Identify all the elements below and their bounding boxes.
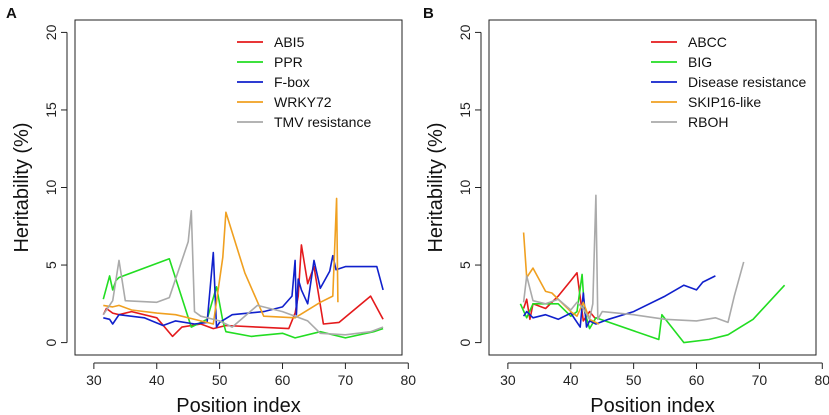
x-tick-label: 60 (275, 372, 291, 388)
x-tick-label: 70 (338, 372, 354, 388)
x-tick-label: 30 (86, 372, 102, 388)
x-tick-label: 40 (563, 372, 579, 388)
legend-label: PPR (274, 54, 303, 70)
legend-label: BIG (688, 54, 712, 70)
legend-label: ABCC (688, 34, 727, 50)
y-axis-title: Heritability (%) (11, 122, 33, 252)
panel-label: A (6, 5, 17, 22)
chart-panel-B: B 30 40 50 60 70 80 0 5 10 15 20 Position index Herit… (423, 5, 829, 415)
legend-label: WRKY72 (274, 94, 332, 110)
y-tick-label: 15 (457, 102, 473, 118)
legend-label: ABI5 (274, 34, 305, 50)
y-tick-label: 15 (43, 102, 59, 118)
series-line-disease-resistance (522, 275, 716, 328)
y-tick-label: 5 (43, 261, 59, 269)
x-axis-title: Position index (590, 395, 715, 415)
series-line-f-box (103, 251, 384, 328)
legend-label: SKIP16-like (688, 94, 761, 110)
legend-label: Disease resistance (688, 74, 806, 90)
y-tick-label: 10 (457, 180, 473, 196)
legend-label: RBOH (688, 114, 728, 130)
y-axis-title: Heritability (%) (425, 122, 447, 252)
x-tick-label: 70 (752, 372, 768, 388)
series-line-skip16-like (522, 232, 600, 325)
panel-label: B (423, 5, 434, 22)
x-tick-label: 80 (400, 372, 416, 388)
y-tick-label: 10 (43, 180, 59, 196)
series-line-big (519, 273, 786, 344)
chart-panel-A: A 30 40 50 60 70 80 0 5 10 15 20 Position index Herit… (6, 5, 416, 415)
y-tick-label: 20 (457, 24, 473, 40)
y-tick-label: 0 (43, 338, 59, 346)
x-tick-label: 50 (212, 372, 228, 388)
series-line-wrky72 (103, 197, 339, 325)
legend-label: TMV resistance (274, 114, 371, 130)
y-tick-label: 5 (457, 261, 473, 269)
legend: ABI5 PPR F-box WRKY72 TMV resistance (237, 34, 371, 130)
series-line-tmv-resistance (102, 210, 384, 336)
x-tick-label: 60 (689, 372, 705, 388)
series-line-abi5 (102, 244, 384, 338)
legend: ABCC BIG Disease resistance SKIP16-like RBOH (651, 34, 806, 130)
x-tick-label: 50 (626, 372, 642, 388)
x-axis-title: Position index (176, 395, 301, 415)
x-tick-label: 80 (814, 372, 829, 388)
series-line-rboh (522, 194, 745, 324)
x-tick-label: 40 (149, 372, 165, 388)
plot-frame (488, 19, 817, 356)
legend-label: F-box (274, 74, 310, 90)
plot-frame (74, 19, 403, 356)
y-tick-label: 20 (43, 24, 59, 40)
y-tick-label: 0 (457, 338, 473, 346)
x-tick-label: 30 (500, 372, 516, 388)
